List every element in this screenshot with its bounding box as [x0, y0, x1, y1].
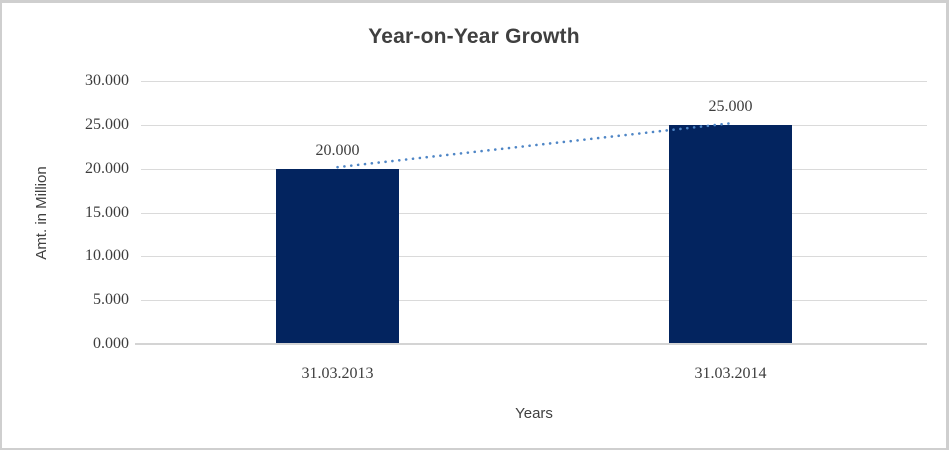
- y-axis-tick-labels: 0.000 5.000 10.000 15.000 20.000 25.000 30.000: [2, 3, 129, 448]
- gridline: [141, 124, 927, 126]
- plot-area: 20.000 25.000: [135, 81, 927, 345]
- y-tick-label: 5.000: [93, 291, 129, 309]
- bar: [669, 124, 792, 343]
- gridline: [141, 300, 927, 302]
- y-tick-label: 15.000: [85, 203, 129, 221]
- chart-title: Year-on-Year Growth: [368, 25, 580, 48]
- y-tick-label: 10.000: [85, 247, 129, 265]
- y-tick-label: 30.000: [85, 72, 129, 89]
- x-category-label: 31.03.2014: [694, 365, 767, 382]
- gridline: [141, 256, 927, 258]
- trendline: [336, 122, 732, 169]
- y-tick-label: 20.000: [85, 159, 129, 177]
- bar-data-label: 25.000: [708, 97, 753, 115]
- bar: [276, 168, 399, 343]
- gridline: [141, 168, 927, 170]
- x-axis-line: [135, 343, 927, 345]
- gridline: [141, 212, 927, 214]
- y-tick-label: 0.000: [93, 335, 129, 352]
- gridline: [141, 81, 927, 82]
- x-category-label: 31.03.2013: [301, 365, 374, 382]
- y-tick-label: 25.000: [85, 115, 129, 133]
- x-axis-title: Years: [515, 405, 553, 422]
- x-axis-category-labels: 31.03.2013 31.03.2014: [141, 364, 927, 386]
- bar-data-label: 20.000: [315, 141, 360, 159]
